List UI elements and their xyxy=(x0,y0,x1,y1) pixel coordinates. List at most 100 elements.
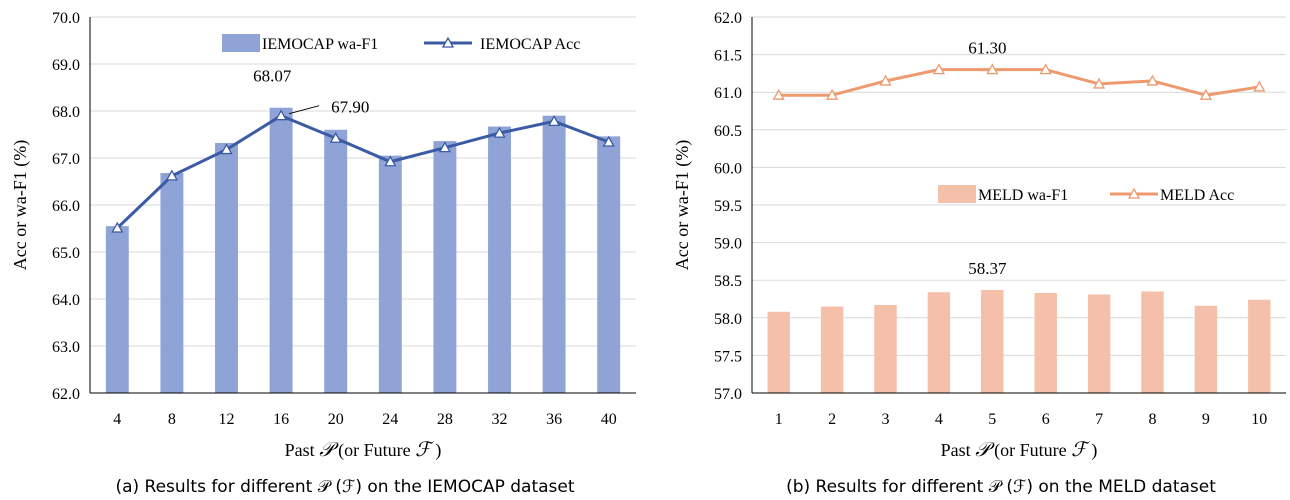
x-tick-label: 2 xyxy=(828,411,836,428)
line-marker xyxy=(932,63,946,75)
line-marker xyxy=(1039,63,1052,75)
y-axis-title: Acc or wa-F1 (%) xyxy=(672,140,693,270)
legend-bar-swatch xyxy=(938,185,976,203)
data-label: 61.30 xyxy=(968,39,1006,58)
line-marker xyxy=(1253,80,1266,92)
x-tick-label: 4 xyxy=(935,411,943,428)
bar xyxy=(433,141,457,393)
line-marker xyxy=(1092,77,1106,89)
caption: (b) Results for different 𝒫 (ℱ) on the M… xyxy=(786,477,1216,497)
legend-bar-swatch xyxy=(222,34,260,52)
legend-label: MELD wa-F1 xyxy=(978,187,1068,204)
x-tick-label: 28 xyxy=(437,411,453,428)
series-line xyxy=(116,114,610,230)
bar xyxy=(488,126,511,393)
chart-meld: 57.0 57.5 58.0 58.5 59.0 59.5 60.0 60.5 61.0 61.5… xyxy=(672,10,1286,497)
x-tick-label: 6 xyxy=(1042,411,1050,428)
bar xyxy=(981,289,1004,393)
bar xyxy=(378,155,402,393)
y-tick-label: 58.0 xyxy=(714,311,742,328)
data-label-leader xyxy=(288,105,320,115)
x-tick-label: 36 xyxy=(546,411,562,428)
bar xyxy=(324,129,348,394)
bar xyxy=(1194,305,1218,393)
y-tick-label: 63.0 xyxy=(52,339,80,356)
line-marker xyxy=(493,126,506,138)
line-marker xyxy=(1199,88,1213,100)
bar xyxy=(1087,294,1111,393)
y-tick-label: 59.0 xyxy=(714,236,742,253)
data-label: 67.90 xyxy=(331,98,369,117)
x-tick-label: 9 xyxy=(1202,411,1210,428)
x-axis-title: Past 𝒫 (or Future ℱ ) xyxy=(941,439,1098,461)
series-line xyxy=(778,68,1260,97)
y-tick-label: 69.0 xyxy=(52,57,80,74)
line-marker xyxy=(438,141,452,153)
x-tick-label: 7 xyxy=(1095,411,1103,428)
line-marker xyxy=(602,135,615,147)
legend-label: MELD Acc xyxy=(1160,187,1234,204)
bar xyxy=(215,142,238,393)
y-tick-label: 60.5 xyxy=(714,123,742,140)
line-marker xyxy=(1146,74,1159,86)
y-tick-label: 59.5 xyxy=(714,198,742,215)
y-axis-title: Acc or wa-F1 (%) xyxy=(10,140,31,270)
data-label: 68.07 xyxy=(253,67,292,86)
legend-label: IEMOCAP Acc xyxy=(480,36,580,53)
y-tick-label: 66.0 xyxy=(52,198,80,215)
bar xyxy=(820,306,844,393)
y-tick-label: 70.0 xyxy=(52,10,80,27)
line-marker xyxy=(384,155,397,167)
bar xyxy=(269,107,293,394)
x-axis-title: Past 𝒫 (or Future ℱ ) xyxy=(285,439,442,461)
x-tick-label: 16 xyxy=(273,411,289,428)
y-tick-label: 62.0 xyxy=(52,386,80,403)
x-tick-label: 40 xyxy=(601,411,617,428)
bar xyxy=(160,173,184,393)
y-tick-label: 57.5 xyxy=(714,348,742,365)
x-tick-label: 3 xyxy=(882,411,890,428)
x-tick-label: 5 xyxy=(988,411,996,428)
legend-label: IEMOCAP wa-F1 xyxy=(262,36,378,53)
x-tick-label: 1 xyxy=(775,411,783,428)
bar xyxy=(874,305,897,393)
bar xyxy=(1141,291,1164,393)
bar xyxy=(767,311,790,393)
x-tick-label: 10 xyxy=(1251,411,1267,428)
line-marker xyxy=(547,115,561,126)
x-tick-label: 8 xyxy=(168,411,176,428)
x-tick-label: 20 xyxy=(328,411,344,428)
legend-marker xyxy=(441,36,455,48)
line-marker xyxy=(111,221,124,233)
bar xyxy=(1248,299,1271,393)
y-tick-label: 60.0 xyxy=(714,160,742,177)
bar xyxy=(105,226,129,393)
y-tick-label: 61.5 xyxy=(714,48,742,65)
x-tick-label: 4 xyxy=(113,411,121,428)
legend-marker xyxy=(1127,187,1141,199)
bar xyxy=(542,115,566,393)
line-marker xyxy=(825,88,839,100)
y-tick-label: 62.0 xyxy=(714,10,742,27)
data-label: 58.37 xyxy=(968,259,1007,278)
caption: (a) Results for different 𝒫 (ℱ) on the I… xyxy=(115,477,574,497)
y-tick-label: 64.0 xyxy=(52,292,80,309)
y-tick-label: 65.0 xyxy=(52,245,80,262)
line-marker xyxy=(772,88,785,100)
y-tick-label: 57.0 xyxy=(714,386,742,403)
line-marker xyxy=(329,131,342,143)
x-tick-label: 32 xyxy=(492,411,508,428)
y-tick-label: 61.0 xyxy=(714,85,742,102)
line-marker xyxy=(274,109,288,121)
x-tick-label: 8 xyxy=(1149,411,1157,428)
bar xyxy=(597,136,621,393)
line-marker xyxy=(165,169,179,181)
chart-iemocap: 62.0 63.0 64.0 65.0 66.0 67.0 68.0 69.0 70.0 4 8 12… xyxy=(10,10,636,497)
y-tick-label: 68.0 xyxy=(52,104,80,121)
bar xyxy=(1034,292,1057,393)
line-marker xyxy=(220,143,233,155)
line-marker xyxy=(986,63,999,75)
x-tick-label: 24 xyxy=(382,411,398,428)
y-tick-label: 58.5 xyxy=(714,273,742,290)
